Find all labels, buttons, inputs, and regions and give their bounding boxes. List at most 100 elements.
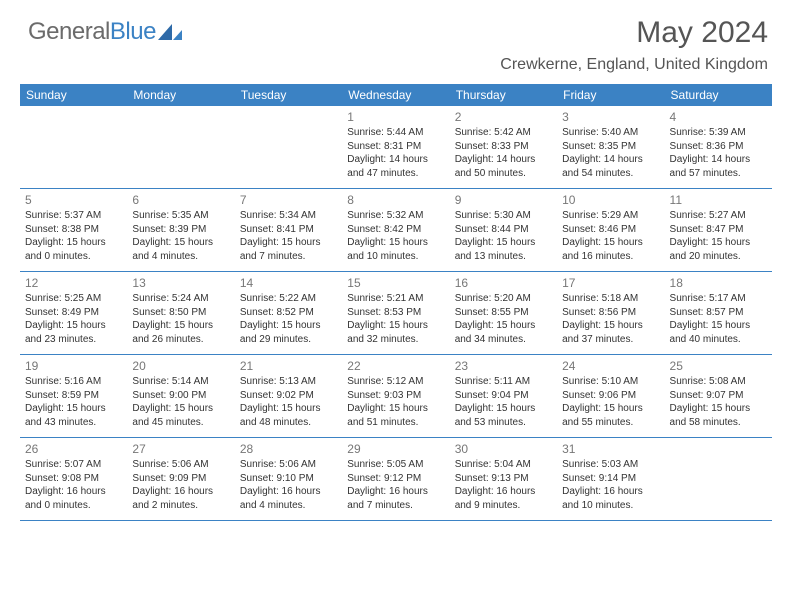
day-cell: 30Sunrise: 5:04 AMSunset: 9:13 PMDayligh…: [450, 438, 557, 520]
sunset-text: Sunset: 9:06 PM: [562, 389, 659, 403]
daylight-text: Daylight: 15 hours: [455, 319, 552, 333]
day-cell: 6Sunrise: 5:35 AMSunset: 8:39 PMDaylight…: [127, 189, 234, 271]
daylight-text: Daylight: 15 hours: [562, 236, 659, 250]
day-number: 1: [347, 109, 444, 125]
day-number: 24: [562, 358, 659, 374]
daylight-text: and 57 minutes.: [670, 167, 767, 181]
week-row: 26Sunrise: 5:07 AMSunset: 9:08 PMDayligh…: [20, 438, 772, 521]
sunrise-text: Sunrise: 5:27 AM: [670, 209, 767, 223]
day-number: 11: [670, 192, 767, 208]
day-number: 25: [670, 358, 767, 374]
daylight-text: and 10 minutes.: [562, 499, 659, 513]
day-cell: 20Sunrise: 5:14 AMSunset: 9:00 PMDayligh…: [127, 355, 234, 437]
weekday-label: Tuesday: [235, 84, 342, 106]
daylight-text: and 7 minutes.: [347, 499, 444, 513]
sunset-text: Sunset: 8:39 PM: [132, 223, 229, 237]
daylight-text: Daylight: 15 hours: [25, 319, 122, 333]
day-cell: 23Sunrise: 5:11 AMSunset: 9:04 PMDayligh…: [450, 355, 557, 437]
daylight-text: Daylight: 15 hours: [25, 402, 122, 416]
day-cell: 9Sunrise: 5:30 AMSunset: 8:44 PMDaylight…: [450, 189, 557, 271]
day-cell: 31Sunrise: 5:03 AMSunset: 9:14 PMDayligh…: [557, 438, 664, 520]
day-cell: 14Sunrise: 5:22 AMSunset: 8:52 PMDayligh…: [235, 272, 342, 354]
daylight-text: and 23 minutes.: [25, 333, 122, 347]
daylight-text: and 7 minutes.: [240, 250, 337, 264]
week-row: 19Sunrise: 5:16 AMSunset: 8:59 PMDayligh…: [20, 355, 772, 438]
day-number: 26: [25, 441, 122, 457]
daylight-text: and 29 minutes.: [240, 333, 337, 347]
sunset-text: Sunset: 8:41 PM: [240, 223, 337, 237]
sunset-text: Sunset: 8:44 PM: [455, 223, 552, 237]
sunset-text: Sunset: 9:07 PM: [670, 389, 767, 403]
daylight-text: Daylight: 14 hours: [347, 153, 444, 167]
day-cell: 1Sunrise: 5:44 AMSunset: 8:31 PMDaylight…: [342, 106, 449, 188]
sunset-text: Sunset: 9:00 PM: [132, 389, 229, 403]
sunset-text: Sunset: 9:04 PM: [455, 389, 552, 403]
day-cell: 27Sunrise: 5:06 AMSunset: 9:09 PMDayligh…: [127, 438, 234, 520]
sunrise-text: Sunrise: 5:06 AM: [132, 458, 229, 472]
sunset-text: Sunset: 8:35 PM: [562, 140, 659, 154]
day-number: 17: [562, 275, 659, 291]
daylight-text: and 9 minutes.: [455, 499, 552, 513]
sunrise-text: Sunrise: 5:39 AM: [670, 126, 767, 140]
day-cell: 12Sunrise: 5:25 AMSunset: 8:49 PMDayligh…: [20, 272, 127, 354]
daylight-text: and 51 minutes.: [347, 416, 444, 430]
sunset-text: Sunset: 9:02 PM: [240, 389, 337, 403]
logo-text-1: General: [28, 18, 110, 45]
sunrise-text: Sunrise: 5:30 AM: [455, 209, 552, 223]
daylight-text: and 50 minutes.: [455, 167, 552, 181]
sunrise-text: Sunrise: 5:42 AM: [455, 126, 552, 140]
day-cell: 18Sunrise: 5:17 AMSunset: 8:57 PMDayligh…: [665, 272, 772, 354]
daylight-text: Daylight: 16 hours: [240, 485, 337, 499]
daylight-text: Daylight: 15 hours: [670, 402, 767, 416]
daylight-text: and 16 minutes.: [562, 250, 659, 264]
day-cell: 19Sunrise: 5:16 AMSunset: 8:59 PMDayligh…: [20, 355, 127, 437]
empty-cell: [235, 106, 342, 188]
sunrise-text: Sunrise: 5:20 AM: [455, 292, 552, 306]
day-number: 27: [132, 441, 229, 457]
daylight-text: and 10 minutes.: [347, 250, 444, 264]
daylight-text: and 34 minutes.: [455, 333, 552, 347]
day-number: 7: [240, 192, 337, 208]
weekday-label: Saturday: [665, 84, 772, 106]
daylight-text: and 32 minutes.: [347, 333, 444, 347]
day-cell: 7Sunrise: 5:34 AMSunset: 8:41 PMDaylight…: [235, 189, 342, 271]
sunrise-text: Sunrise: 5:35 AM: [132, 209, 229, 223]
week-row: 1Sunrise: 5:44 AMSunset: 8:31 PMDaylight…: [20, 106, 772, 189]
daylight-text: and 58 minutes.: [670, 416, 767, 430]
calendar: Sunday Monday Tuesday Wednesday Thursday…: [20, 84, 772, 521]
day-cell: 24Sunrise: 5:10 AMSunset: 9:06 PMDayligh…: [557, 355, 664, 437]
sunset-text: Sunset: 9:10 PM: [240, 472, 337, 486]
day-number: 8: [347, 192, 444, 208]
sunset-text: Sunset: 8:38 PM: [25, 223, 122, 237]
daylight-text: Daylight: 15 hours: [132, 402, 229, 416]
daylight-text: and 20 minutes.: [670, 250, 767, 264]
day-number: 18: [670, 275, 767, 291]
sunrise-text: Sunrise: 5:21 AM: [347, 292, 444, 306]
sunrise-text: Sunrise: 5:14 AM: [132, 375, 229, 389]
day-cell: 28Sunrise: 5:06 AMSunset: 9:10 PMDayligh…: [235, 438, 342, 520]
daylight-text: Daylight: 15 hours: [562, 319, 659, 333]
sunset-text: Sunset: 8:50 PM: [132, 306, 229, 320]
sunrise-text: Sunrise: 5:16 AM: [25, 375, 122, 389]
day-number: 23: [455, 358, 552, 374]
empty-cell: [665, 438, 772, 520]
day-number: 9: [455, 192, 552, 208]
daylight-text: Daylight: 15 hours: [240, 319, 337, 333]
daylight-text: and 13 minutes.: [455, 250, 552, 264]
logo-text: GeneralBlue: [28, 18, 156, 46]
day-number: 29: [347, 441, 444, 457]
day-cell: 5Sunrise: 5:37 AMSunset: 8:38 PMDaylight…: [20, 189, 127, 271]
daylight-text: Daylight: 15 hours: [25, 236, 122, 250]
sunrise-text: Sunrise: 5:05 AM: [347, 458, 444, 472]
daylight-text: Daylight: 16 hours: [347, 485, 444, 499]
sunrise-text: Sunrise: 5:17 AM: [670, 292, 767, 306]
day-number: 14: [240, 275, 337, 291]
daylight-text: and 4 minutes.: [132, 250, 229, 264]
sunrise-text: Sunrise: 5:07 AM: [25, 458, 122, 472]
day-number: 13: [132, 275, 229, 291]
daylight-text: Daylight: 15 hours: [240, 236, 337, 250]
day-number: 15: [347, 275, 444, 291]
sunrise-text: Sunrise: 5:08 AM: [670, 375, 767, 389]
daylight-text: Daylight: 15 hours: [132, 319, 229, 333]
day-number: 30: [455, 441, 552, 457]
